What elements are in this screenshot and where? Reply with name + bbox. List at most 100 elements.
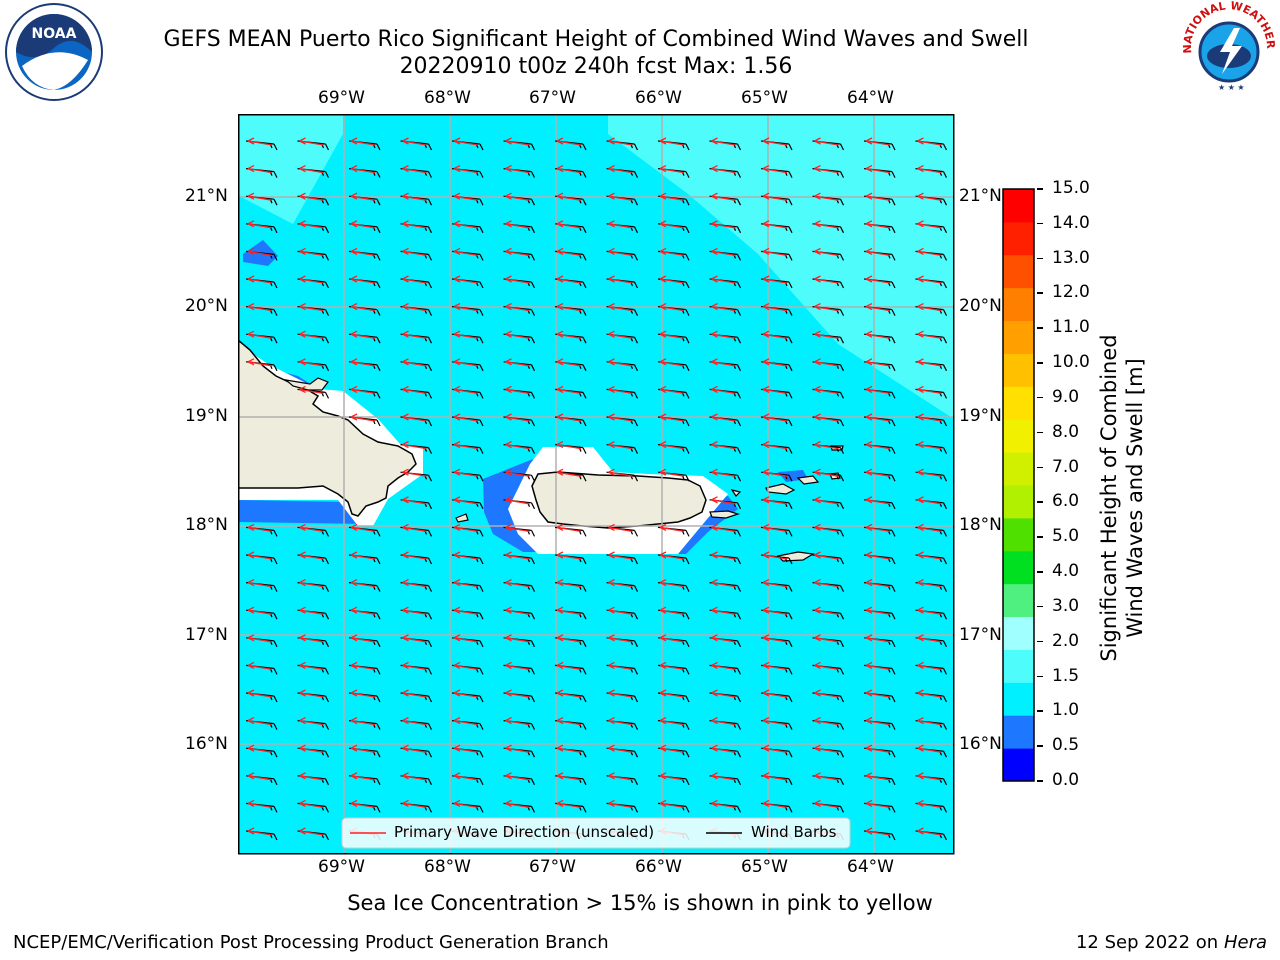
wind-barb bbox=[812, 717, 845, 730]
wind-barb bbox=[503, 330, 536, 344]
colorbar-tick bbox=[1037, 222, 1043, 225]
wind-barb bbox=[503, 772, 536, 786]
wind-barb bbox=[657, 772, 690, 786]
colorbar-tick bbox=[1037, 292, 1043, 294]
wind-barb bbox=[915, 385, 948, 399]
colorbar-segment bbox=[1003, 419, 1034, 453]
wind-barb bbox=[863, 827, 896, 841]
chart-subtitle: 20220910 t00z 240h fcst Max: 1.56 bbox=[399, 54, 793, 79]
lon-label-top: 66°W bbox=[635, 88, 682, 108]
wind-barb bbox=[812, 413, 845, 427]
colorbar-title-line1: Significant Height of Combined bbox=[1097, 334, 1121, 662]
lat-label-right: 16°N bbox=[959, 734, 1002, 754]
wind-barb bbox=[451, 441, 484, 454]
wind-barb bbox=[503, 441, 536, 454]
wind-barb bbox=[657, 634, 690, 648]
lat-label-right: 17°N bbox=[959, 625, 1002, 645]
wind-barb bbox=[245, 137, 278, 151]
wind-barb bbox=[812, 523, 845, 537]
wind-barb bbox=[606, 413, 639, 427]
wind-barb bbox=[451, 413, 484, 427]
wind-barb bbox=[400, 441, 433, 454]
wind-barb bbox=[606, 358, 639, 372]
wind-barb bbox=[348, 247, 381, 261]
colorbar-segment bbox=[1003, 649, 1034, 683]
chart-title: GEFS MEAN Puerto Rico Significant Height… bbox=[163, 27, 1029, 52]
wind-barb bbox=[451, 551, 484, 565]
colorbar-tick bbox=[1037, 780, 1043, 782]
wind-barb bbox=[503, 275, 536, 289]
colorbar-tick-label: 10.0 bbox=[1052, 352, 1090, 373]
wind-barb bbox=[606, 165, 639, 178]
wind-barb bbox=[245, 606, 278, 620]
wind-barb bbox=[657, 358, 690, 372]
lat-label-right: 20°N bbox=[959, 296, 1002, 316]
wind-barb bbox=[297, 330, 330, 344]
colorbar-tick-label: 1.0 bbox=[1052, 700, 1080, 721]
lat-label-right: 21°N bbox=[959, 186, 1002, 206]
lat-label-left: 21°N bbox=[185, 186, 228, 206]
lon-label-bottom: 68°W bbox=[424, 857, 471, 877]
wind-barb bbox=[709, 192, 742, 206]
wind-barb bbox=[245, 827, 278, 841]
colorbar-title-line2: Wind Waves and Swell [m] bbox=[1123, 358, 1147, 638]
colorbar-tick-label: 4.0 bbox=[1052, 561, 1080, 582]
wind-barb bbox=[297, 358, 330, 372]
wind-barb bbox=[451, 661, 484, 675]
wind-barb bbox=[245, 551, 278, 565]
wind-barb bbox=[760, 413, 793, 427]
wind-barb bbox=[657, 137, 690, 151]
colorbar-segment bbox=[1003, 485, 1034, 519]
map-legend: Primary Wave Direction (unscaled) Wind B… bbox=[341, 817, 851, 849]
wind-barb bbox=[554, 744, 587, 758]
wind-barb bbox=[863, 634, 896, 648]
wind-barb bbox=[606, 551, 639, 565]
wind-barb bbox=[245, 689, 278, 703]
wind-barb bbox=[863, 165, 896, 178]
wind-barb bbox=[297, 385, 330, 399]
wind-barb bbox=[709, 744, 742, 758]
wind-barb bbox=[709, 137, 742, 151]
wind-barb bbox=[915, 772, 948, 786]
wind-barb bbox=[760, 579, 793, 592]
wind-barb bbox=[348, 799, 381, 813]
wind-barb bbox=[297, 772, 330, 786]
legend-wave-direction-label: Primary Wave Direction (unscaled) bbox=[394, 823, 654, 841]
wind-barb bbox=[554, 468, 587, 482]
lat-label-right: 19°N bbox=[959, 406, 1002, 426]
wind-barb bbox=[400, 496, 433, 510]
wind-barb bbox=[760, 689, 793, 703]
wind-barb bbox=[812, 247, 845, 261]
wind-barb bbox=[245, 330, 278, 344]
wind-barb bbox=[554, 551, 587, 565]
wind-barb bbox=[606, 441, 639, 454]
wind-barb bbox=[863, 247, 896, 261]
wind-barb bbox=[709, 247, 742, 261]
wind-barb bbox=[348, 523, 381, 537]
wind-barb bbox=[915, 303, 948, 316]
wind-barb bbox=[554, 413, 587, 427]
colorbar-segment bbox=[1003, 287, 1034, 322]
wind-barb bbox=[606, 606, 639, 620]
colorbar-segment bbox=[1003, 189, 1034, 223]
wind-barb bbox=[812, 441, 845, 454]
colorbar bbox=[1002, 188, 1035, 782]
wind-barb bbox=[451, 247, 484, 261]
wind-barb bbox=[915, 606, 948, 620]
lon-label-top: 67°W bbox=[529, 88, 576, 108]
wind-barb bbox=[503, 137, 536, 151]
wind-barb bbox=[812, 634, 845, 648]
wind-barb bbox=[503, 413, 536, 427]
wind-barb bbox=[760, 275, 793, 289]
wind-barb bbox=[760, 330, 793, 344]
colorbar-tick-label: 12.0 bbox=[1052, 282, 1090, 303]
wind-barb bbox=[400, 192, 433, 206]
wind-barb bbox=[451, 744, 484, 758]
colorbar-segment bbox=[1003, 715, 1034, 749]
colorbar-tick bbox=[1037, 745, 1043, 747]
wind-barb bbox=[657, 799, 690, 813]
wind-barb bbox=[760, 165, 793, 178]
wind-barb bbox=[760, 744, 793, 758]
wind-barb bbox=[863, 137, 896, 151]
wind-barb bbox=[245, 717, 278, 730]
